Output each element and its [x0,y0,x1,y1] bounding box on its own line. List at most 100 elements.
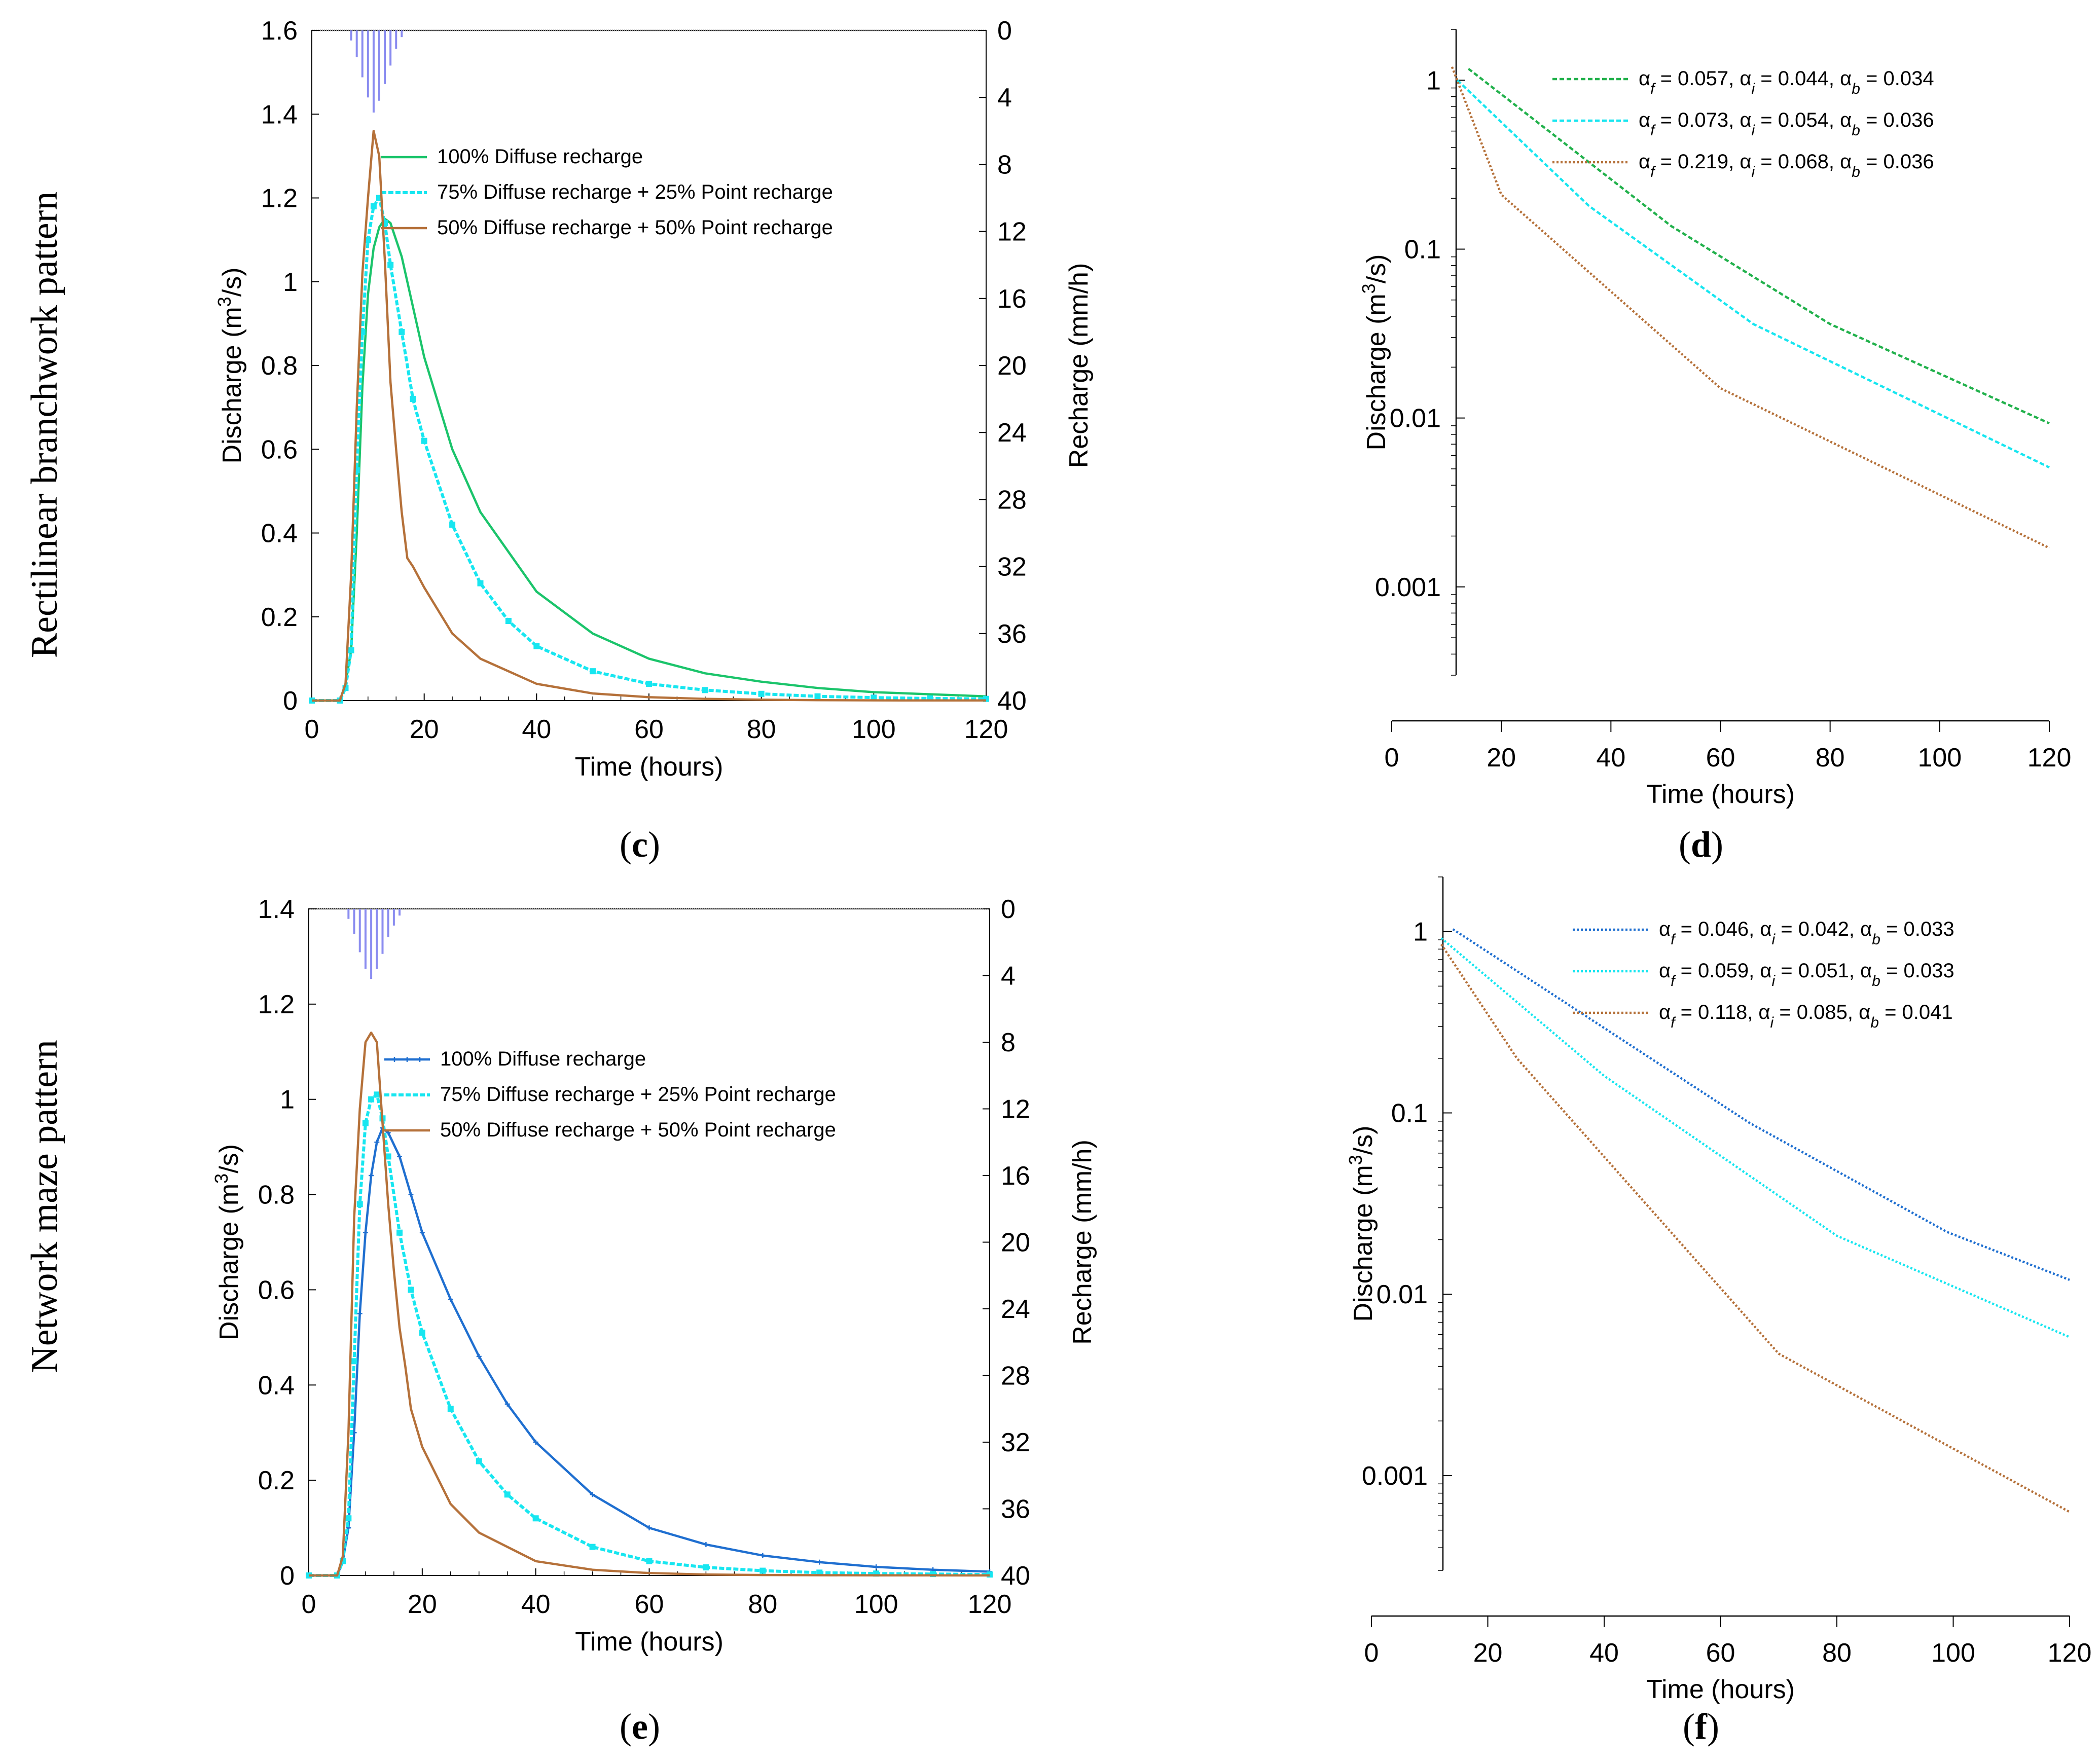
x-axis-title: Time (hours) [575,1627,723,1657]
x-tick-label: 40 [521,1590,551,1619]
series-marker [356,1201,363,1207]
y2-tick-label: 32 [997,553,1027,582]
x-tick-label: 80 [1816,743,1845,773]
series-marker [396,1229,403,1236]
series-marker [374,1091,380,1098]
y-tick-label: 0.01 [1390,404,1441,433]
legend-label-1: αf = 0.057, αi = 0.044, αb = 0.034 [1639,67,1934,97]
x-tick-label: 100 [854,1590,898,1619]
y2-tick-label: 24 [997,418,1027,448]
series-marker [385,1153,391,1160]
y-tick-label: 1.2 [258,990,295,1019]
series-marker [532,1515,539,1522]
y2-tick-label: 40 [997,686,1027,716]
y2-tick-label: 36 [997,619,1027,649]
y2-tick-label: 8 [997,150,1012,179]
series-marker [533,643,540,649]
series-marker [871,694,877,701]
y2-tick-label: 12 [997,217,1027,247]
x-tick-label: 60 [634,715,664,744]
y2-tick-label: 16 [997,284,1027,314]
y-tick-label: 0.2 [258,1466,295,1495]
y2-tick-label: 4 [997,83,1012,113]
legend-label-1: 100% Diffuse recharge [440,1048,646,1070]
legend-label-3: αf = 0.118, αi = 0.085, αb = 0.041 [1659,1001,1953,1031]
y-tick-label: 1.4 [258,895,295,924]
series-line-3 [309,1031,990,1577]
series-marker [758,690,765,697]
x-tick-label: 0 [305,715,319,744]
row-label-network-maze: Network maze pattern [24,1040,65,1373]
x-axis-title: Time (hours) [1646,1675,1795,1704]
y-tick-label: 0.4 [261,519,298,548]
y-tick-label: 0 [283,686,298,716]
x-tick-label: 120 [968,1590,1012,1619]
series-marker [348,647,354,653]
panel-f: 0.001 0.01 0.1 1 0 20 40 60 80 100 120 Discharge (m… [1345,876,2091,1747]
x-tick-label: 20 [1487,743,1516,773]
y-tick-label: 0.6 [261,435,298,464]
x-tick-label: 80 [748,1590,777,1619]
series-marker [365,237,371,243]
x-tick-label: 60 [1706,743,1735,773]
panel-e: 0 0.2 0.4 0.6 0.8 1 1.2 1.4 0 4 8 12 16 20 24 28 32 36 40 0… [211,895,1098,1747]
series-line-2 [1440,937,2070,1338]
series-marker [399,328,405,335]
y-tick-label: 0.1 [1404,235,1441,264]
x-tick-label: 0 [1385,743,1399,773]
x-tick-label: 80 [747,715,776,744]
y2-tick-label: 4 [1001,962,1016,991]
series-line-2 [1457,79,2050,469]
y2-tick-label: 8 [1001,1028,1016,1057]
y-tick-label: 1 [1426,66,1441,95]
y-tick-label: 1.4 [261,100,298,129]
y2-tick-label: 36 [1001,1495,1030,1524]
y-tick-label: 1 [1413,918,1428,947]
x-tick-label: 40 [1589,1638,1619,1668]
x-tick-label: 60 [635,1590,664,1619]
y2-tick-label: 28 [997,485,1027,515]
series-marker [646,680,652,687]
y2-tick-label: 40 [1001,1561,1030,1591]
y-tick-label: 0.01 [1377,1280,1428,1309]
series-marker [505,618,512,625]
y-tick-label: 0.001 [1362,1461,1428,1491]
series-marker [589,1544,596,1550]
legend-label-1: αf = 0.046, αi = 0.042, αb = 0.033 [1659,918,1954,948]
legend-label-2: αf = 0.059, αi = 0.051, αb = 0.033 [1659,960,1954,989]
y-tick-label: 1.6 [261,16,298,46]
y-tick-label: 0.8 [258,1181,295,1210]
y-tick-label: 0.8 [261,351,298,381]
series-marker [370,203,377,210]
x-tick-label: 100 [1917,743,1962,773]
y-tick-label: 1 [283,268,298,297]
series-marker [351,1358,357,1365]
legend-label-3: 50% Diffuse recharge + 50% Point recharg… [437,216,833,239]
series-marker [477,580,484,586]
legend-label-2: 75% Diffuse recharge + 25% Point recharg… [437,181,833,203]
series-marker [387,262,394,268]
x-axis-title: Time (hours) [575,752,723,782]
y2-tick-label: 0 [1001,895,1016,924]
panel-d: 0.001 0.01 0.1 1 0 20 40 60 80 100 120 Discharge (m… [1358,29,2071,865]
series-marker [814,693,821,700]
y-axis-title: Discharge (m3/s) [211,1144,244,1340]
x-axis-title: Time (hours) [1646,780,1795,809]
series-marker [590,668,596,675]
panel-label: (d) [1679,824,1723,865]
x-tick-label: 0 [302,1590,316,1619]
series-marker [368,1096,375,1103]
y2-axis-title: Recharge (mm/h) [1064,263,1094,468]
series-line-1 [1452,928,2070,1281]
y2-tick-label: 32 [1001,1428,1030,1457]
series-marker [419,1329,425,1336]
x-tick-label: 40 [1596,743,1625,773]
legend-label-3: 50% Diffuse recharge + 50% Point recharg… [440,1119,836,1141]
series-marker [759,1567,766,1574]
panel-c: 0 0.2 0.4 0.6 0.8 1 1.2 1.4 1.6 0 4 8 12 16 20 24 28 32 36… [214,16,1094,865]
y-axis-title: Discharge (m3/s) [1358,254,1392,451]
series-marker [702,687,708,693]
y-tick-label: 0.6 [258,1275,295,1305]
x-tick-label: 20 [1473,1638,1503,1668]
x-tick-label: 60 [1706,1638,1735,1668]
